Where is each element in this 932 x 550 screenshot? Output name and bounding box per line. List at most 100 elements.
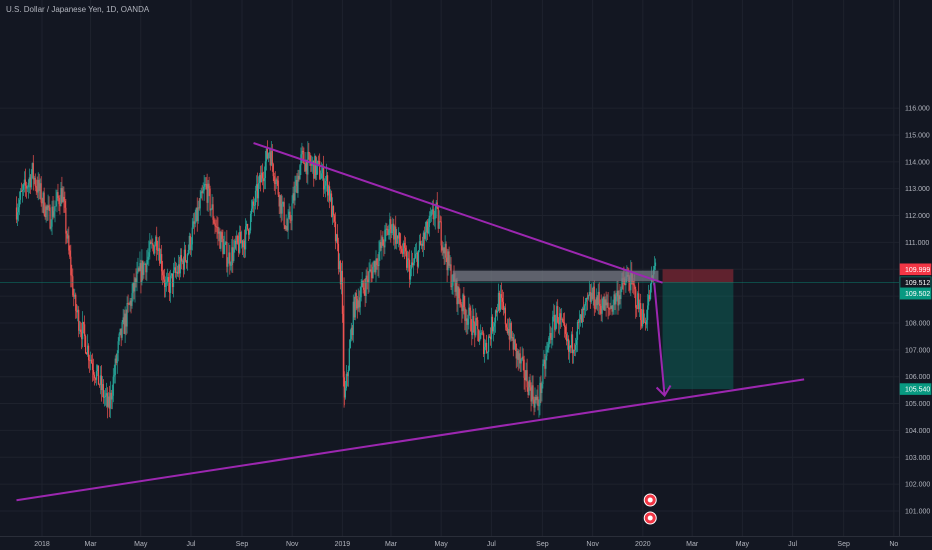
candle-body bbox=[587, 295, 589, 299]
candle-body bbox=[91, 363, 94, 370]
candle-body bbox=[109, 392, 111, 409]
candle-body bbox=[281, 203, 283, 214]
candle-body bbox=[15, 207, 18, 220]
candle-body bbox=[169, 275, 172, 294]
candle-body bbox=[277, 180, 279, 195]
candle-body bbox=[276, 179, 278, 181]
candle-body bbox=[517, 351, 519, 360]
candle-body bbox=[412, 262, 415, 266]
candle-body bbox=[52, 206, 54, 217]
candle-body bbox=[23, 179, 25, 185]
time-tick-label: Jul bbox=[186, 541, 195, 548]
candle-body bbox=[490, 316, 493, 340]
candle-body bbox=[574, 344, 577, 350]
candle-body bbox=[129, 300, 131, 305]
candle-body bbox=[331, 206, 334, 217]
candle-body bbox=[20, 191, 23, 192]
candle-body bbox=[381, 237, 383, 248]
candle-body bbox=[380, 242, 382, 248]
candle-body bbox=[530, 387, 532, 402]
candle-body bbox=[191, 227, 193, 245]
candle-body bbox=[432, 209, 434, 220]
candle-body bbox=[535, 397, 537, 401]
candle-body bbox=[603, 296, 605, 311]
candle-body bbox=[393, 223, 395, 240]
candle-body bbox=[489, 336, 492, 340]
candle-body bbox=[170, 273, 173, 276]
candle-body bbox=[389, 219, 391, 229]
candle-body bbox=[365, 275, 367, 297]
candle-body bbox=[429, 215, 431, 217]
candle-body bbox=[183, 249, 185, 270]
candle-body bbox=[226, 242, 228, 267]
candle-body bbox=[234, 240, 236, 249]
candle-body bbox=[508, 329, 510, 340]
candle-body bbox=[235, 240, 237, 245]
candle-body bbox=[386, 228, 388, 230]
candle-body bbox=[394, 226, 396, 240]
candle-body bbox=[619, 295, 621, 299]
candle-body bbox=[49, 207, 51, 229]
candle-body bbox=[410, 262, 413, 269]
candle-body bbox=[94, 378, 97, 380]
candle-body bbox=[40, 183, 42, 203]
time-tick-label: Nov bbox=[586, 541, 599, 548]
resistance-zone[interactable] bbox=[452, 270, 659, 282]
price-tick-label: 108.000 bbox=[905, 320, 930, 327]
candle-body bbox=[96, 365, 99, 372]
candle-body bbox=[578, 319, 581, 323]
candle-body bbox=[102, 384, 104, 398]
candle-body bbox=[618, 295, 620, 306]
candle-body bbox=[395, 226, 397, 244]
candle-body bbox=[588, 291, 590, 296]
time-tick-label: Sep bbox=[236, 541, 249, 548]
short-position-tool[interactable] bbox=[662, 269, 734, 390]
candle-body bbox=[617, 290, 619, 306]
candle-body bbox=[187, 250, 189, 255]
candle-body bbox=[206, 184, 208, 203]
candle-body bbox=[486, 351, 489, 353]
time-axis[interactable]: 2018 Mar May Jul Sep Nov 2019 Mar May Jul Sep Nov 20… bbox=[0, 536, 932, 549]
candle-body bbox=[474, 322, 476, 336]
candle-body bbox=[361, 280, 363, 288]
candle-body bbox=[363, 287, 365, 290]
candle-body bbox=[434, 208, 436, 219]
candle-body bbox=[201, 191, 203, 194]
candle-body bbox=[553, 315, 555, 317]
candle-body bbox=[50, 226, 52, 229]
event-markers[interactable] bbox=[643, 493, 657, 525]
candle-body bbox=[249, 213, 252, 231]
candle-body bbox=[315, 155, 317, 176]
candle-body bbox=[297, 175, 299, 194]
calendar-event-icon-dot bbox=[647, 515, 653, 521]
candle-body bbox=[133, 282, 135, 292]
candle-body bbox=[178, 264, 181, 274]
candle-body bbox=[274, 182, 276, 184]
candle-body bbox=[592, 286, 594, 299]
candle-body bbox=[29, 177, 31, 188]
candle-body bbox=[32, 163, 34, 180]
candle-body bbox=[75, 294, 77, 311]
candle-body bbox=[324, 185, 326, 190]
candle-body bbox=[552, 316, 554, 338]
candle-body bbox=[45, 206, 47, 218]
candle-body bbox=[122, 317, 124, 323]
candle-body bbox=[232, 247, 234, 261]
candle-body bbox=[116, 353, 118, 364]
candle-body bbox=[209, 188, 211, 211]
candle-body bbox=[210, 208, 212, 211]
candle-body bbox=[544, 359, 546, 369]
candle-body bbox=[569, 345, 572, 348]
candle-body bbox=[47, 205, 49, 210]
candle-body bbox=[294, 185, 296, 201]
candle-body bbox=[425, 221, 427, 232]
candle-body bbox=[92, 369, 95, 375]
candle-body bbox=[147, 256, 149, 260]
candle-body bbox=[507, 329, 509, 334]
trendlines[interactable] bbox=[16, 142, 805, 502]
candle-body bbox=[196, 207, 198, 221]
candle-body bbox=[125, 313, 127, 327]
candle-body bbox=[114, 358, 116, 376]
candle-body bbox=[645, 322, 647, 325]
